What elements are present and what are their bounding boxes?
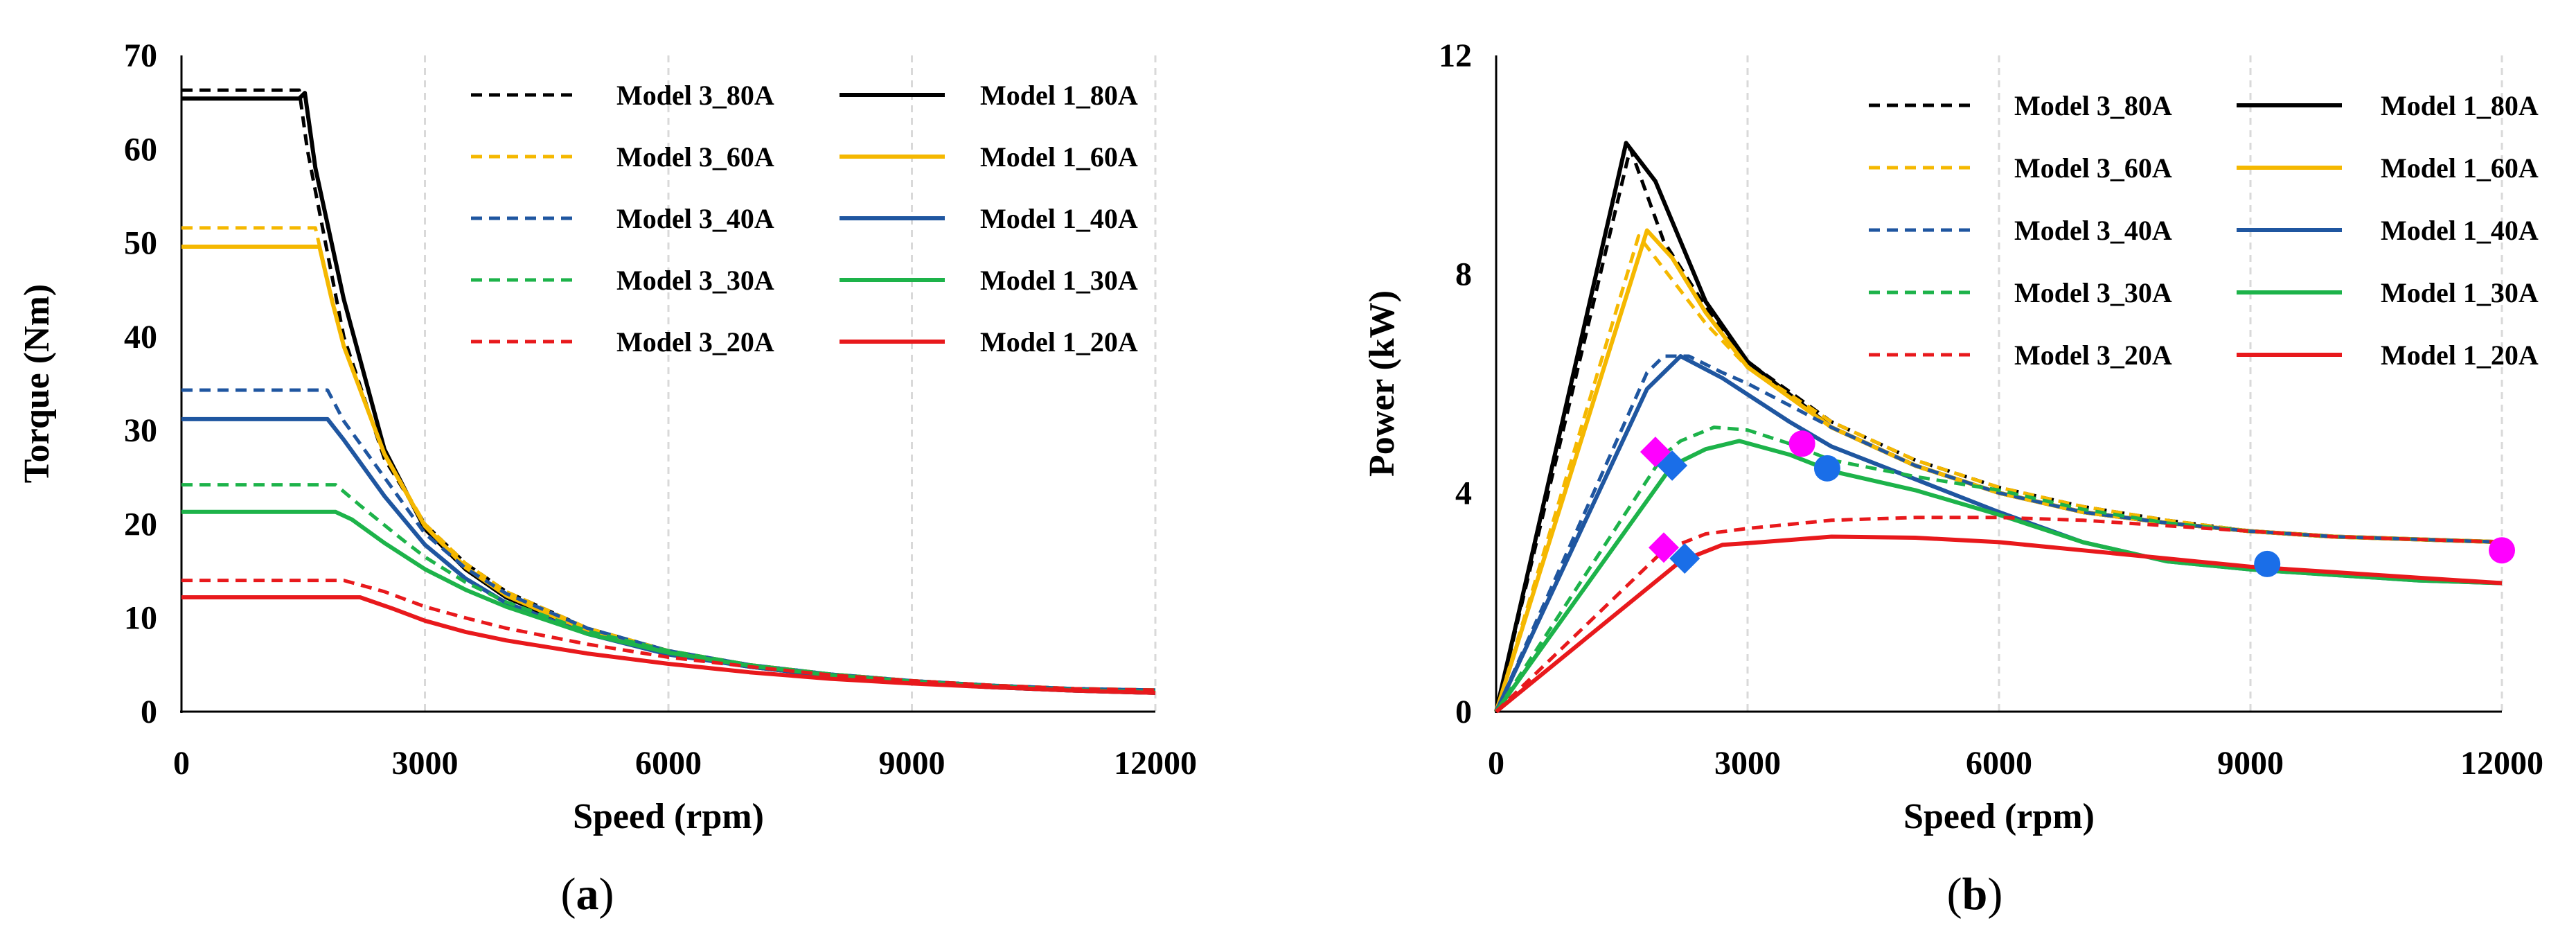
y-axis-title: Power (kW)	[1362, 290, 1402, 477]
legend-label-model-3-60a: Model 3_60A	[616, 141, 774, 173]
legend-label-model-1-20a: Model 1_20A	[980, 326, 1138, 358]
x-tick-label-6000: 6000	[635, 745, 702, 782]
legend-label-model-1-60a: Model 1_60A	[980, 141, 1138, 173]
legend-label-model-3-80a: Model 3_80A	[616, 80, 774, 111]
y-tick-label-12: 12	[1439, 37, 1472, 74]
series-line-model-1-30a	[1494, 439, 2503, 713]
legend-label-model-3-40a: Model 3_40A	[616, 203, 774, 234]
caption-b-close: )	[1987, 869, 2002, 920]
x-axis-title: Speed (rpm)	[1903, 797, 2095, 836]
series-line-model-1-80a	[1494, 141, 2503, 712]
marker-circle-magenta-2	[1788, 430, 1815, 457]
series-line-model-3-40a	[1494, 354, 2503, 713]
x-tick-label-12000: 12000	[1114, 745, 1197, 782]
legend-label-model-1-80a: Model 1_80A	[2381, 90, 2539, 121]
x-tick-label-0: 0	[1488, 745, 1504, 782]
caption-a: (a)	[561, 869, 614, 920]
caption-a-close: )	[599, 869, 614, 920]
y-tick-label-30: 30	[124, 412, 157, 449]
caption-b-open: (	[1947, 869, 1962, 920]
x-tick-label-6000: 6000	[1966, 745, 2032, 782]
y-tick-label-60: 60	[124, 131, 157, 168]
caption-a-letter: a	[576, 869, 599, 920]
marker-diamond-marker_blue-1	[1657, 450, 1688, 481]
marker-circle-magenta-7	[2489, 537, 2515, 564]
caption-b: (b)	[1947, 869, 2003, 920]
legend-label-model-1-30a: Model 1_30A	[980, 265, 1138, 296]
legend-label-model-1-40a: Model 1_40A	[2381, 215, 2539, 246]
marker-circle-marker_blue-6	[2254, 550, 2281, 577]
y-tick-label-0: 0	[141, 694, 157, 730]
marker-diamond-magenta-4	[1649, 532, 1679, 563]
series-line-model-3-20a	[1495, 516, 2503, 713]
caption-b-letter: b	[1962, 869, 1988, 920]
y-tick-label-40: 40	[124, 319, 157, 355]
series-line-model-1-20a	[181, 595, 1156, 695]
legend-label-model-3-20a: Model 3_20A	[2014, 340, 2172, 371]
torque-chart: 0 3000 6000 9000 12000 0 10 20 30 40 50 60 70 Speed (…	[17, 37, 1197, 836]
legend-label-model-3-80a: Model 3_80A	[2014, 90, 2172, 121]
legend-label-model-1-80a: Model 1_80A	[980, 80, 1138, 111]
legend: Model 3_80A Model 1_80A Model 3_60A Model 1…	[471, 80, 1138, 358]
legend-label-model-1-20a: Model 1_20A	[2381, 340, 2539, 371]
legend-label-model-3-30a: Model 3_30A	[2014, 277, 2172, 308]
y-tick-label-70: 70	[124, 37, 157, 74]
y-tick-label-4: 4	[1455, 475, 1472, 511]
x-tick-label-9000: 9000	[2217, 745, 2284, 782]
series-line-model-3-60a	[1494, 234, 2503, 712]
legend-label-model-3-30a: Model 3_30A	[616, 265, 774, 296]
caption-a-open: (	[561, 869, 576, 920]
y-tick-label-8: 8	[1455, 256, 1472, 293]
x-tick-label-3000: 3000	[392, 745, 459, 782]
y-tick-label-0: 0	[1455, 694, 1472, 730]
legend-label-model-1-40a: Model 1_40A	[980, 203, 1138, 234]
x-tick-label-9000: 9000	[879, 745, 945, 782]
y-axis-title: Torque (Nm)	[17, 284, 57, 483]
y-tick-label-10: 10	[124, 600, 157, 637]
legend-label-model-3-40a: Model 3_40A	[2014, 215, 2172, 246]
legend-label-model-1-30a: Model 1_30A	[2381, 277, 2539, 308]
legend-label-model-1-60a: Model 1_60A	[2381, 152, 2539, 184]
y-tick-label-20: 20	[124, 506, 157, 543]
power-chart: 0 3000 6000 9000 12000 0 4 8 12 Speed (rpm) Power …	[1362, 37, 2543, 836]
marker-circle-marker_blue-3	[1813, 455, 1840, 482]
legend-label-model-3-20a: Model 3_20A	[616, 326, 774, 358]
series-line-model-1-20a	[1495, 534, 2503, 714]
series-line-model-3-20a	[181, 579, 1156, 692]
x-axis-title: Speed (rpm)	[573, 797, 764, 836]
legend: Model 3_80A Model 1_80A Model 3_60A Model 1…	[1869, 90, 2539, 371]
x-tick-label-0: 0	[173, 745, 190, 782]
y-tick-label-50: 50	[124, 225, 157, 262]
marker-diamond-marker_blue-5	[1669, 543, 1700, 574]
x-tick-label-12000: 12000	[2460, 745, 2543, 782]
legend-label-model-3-60a: Model 3_60A	[2014, 152, 2172, 184]
x-tick-label-3000: 3000	[1714, 745, 1781, 782]
